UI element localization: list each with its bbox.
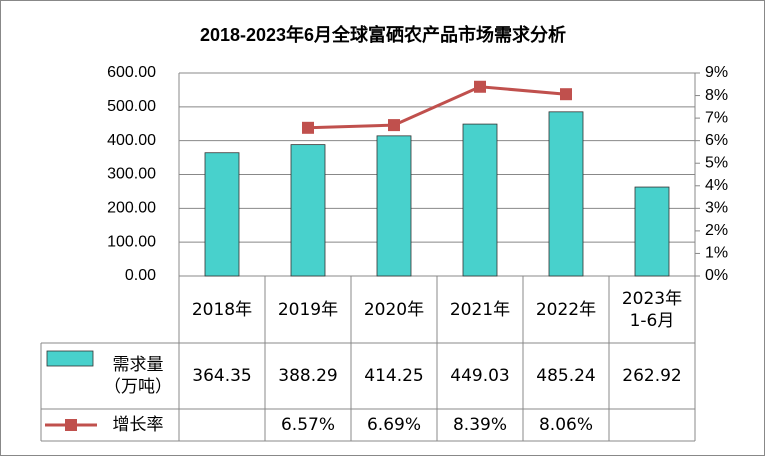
category-label: 2021年 [449,299,511,320]
line-marker [474,80,486,93]
y-tick-label: 400.00 [107,132,156,149]
table-value: 485.24 [536,366,596,386]
y2-tick-label: 7% [705,109,728,126]
y2-tick-label: 6% [705,132,728,149]
chart-title: 2018-2023年6月全球富硒农产品市场需求分析 [200,24,566,45]
line-marker [388,119,400,132]
y2-tick-label: 3% [705,200,728,217]
table-value: 449.03 [450,366,510,386]
bar [462,123,498,277]
table-value: 414.25 [364,366,424,386]
y2-tick-label: 1% [705,245,728,262]
table-value: 8.39% [452,415,507,435]
line-marker [302,121,314,134]
line-marker [560,88,572,101]
category-label: 2023年 1-6月 [621,288,683,331]
legend-swatch [46,350,94,367]
bar [634,186,670,277]
table-value: 388.29 [278,366,338,386]
y2-tick-label: 5% [705,154,728,171]
y-tick-label: 200.00 [107,200,156,217]
table-value: 6.57% [280,415,335,435]
category-label: 2019年 [277,299,339,320]
category-label: 2020年 [363,299,425,320]
legend-label: 增长率 [112,415,164,435]
y-tick-label: 0.00 [125,267,156,284]
y-tick-label: 500.00 [107,98,156,115]
y2-tick-label: 2% [705,222,728,239]
table-value: 8.06% [538,415,593,435]
category-label: 2018年 [191,299,253,320]
bar [204,152,240,277]
category-label: 2022年 [535,299,597,320]
y-tick-label: 100.00 [107,233,156,250]
bar [290,144,326,277]
legend-label: 需求量 （万吨） [104,355,172,397]
table-value: 364.35 [192,366,252,386]
bar [548,111,584,277]
table-value: 262.92 [622,366,682,386]
y2-tick-label: 0% [705,267,728,284]
y-tick-label: 300.00 [107,166,156,183]
y-tick-label: 600.00 [107,64,156,81]
y2-tick-label: 8% [705,87,728,104]
legend-marker [65,419,77,431]
bar [376,135,412,277]
y2-tick-label: 4% [705,177,728,194]
line [307,85,567,130]
table-value: 6.69% [366,415,421,435]
y2-tick-label: 9% [705,64,728,81]
